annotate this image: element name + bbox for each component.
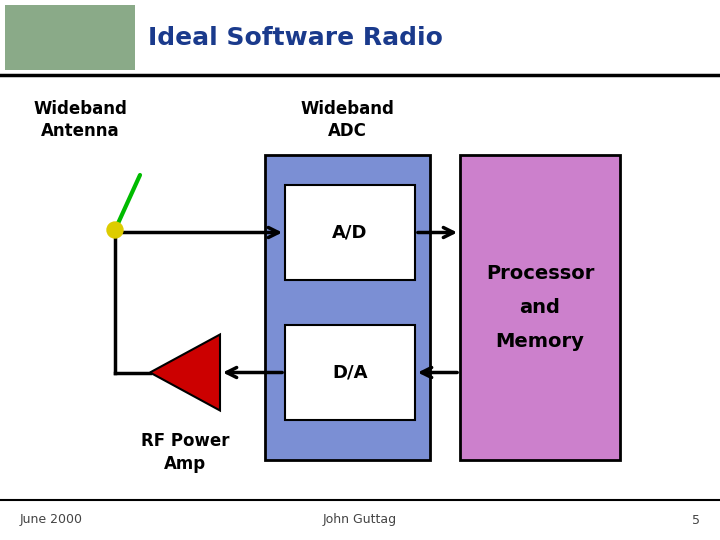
Text: June 2000: June 2000 [20,514,83,526]
Bar [285,325,415,420]
Bar [460,155,620,460]
Bar [5,5,135,70]
Circle shape [107,222,123,238]
Text: Ideal Software Radio: Ideal Software Radio [148,26,443,50]
Text: 5: 5 [692,514,700,526]
Bar [265,155,430,460]
Text: Wideband
ADC: Wideband ADC [300,100,395,140]
Polygon shape [150,334,220,410]
Bar [285,185,415,280]
Text: D/A: D/A [332,363,368,381]
Text: Processor
and
Memory: Processor and Memory [486,264,594,351]
Text: Wideband
Antenna: Wideband Antenna [33,100,127,140]
Text: John Guttag: John Guttag [323,514,397,526]
Text: RF Power
Amp: RF Power Amp [140,433,229,472]
Text: A/D: A/D [332,224,368,241]
